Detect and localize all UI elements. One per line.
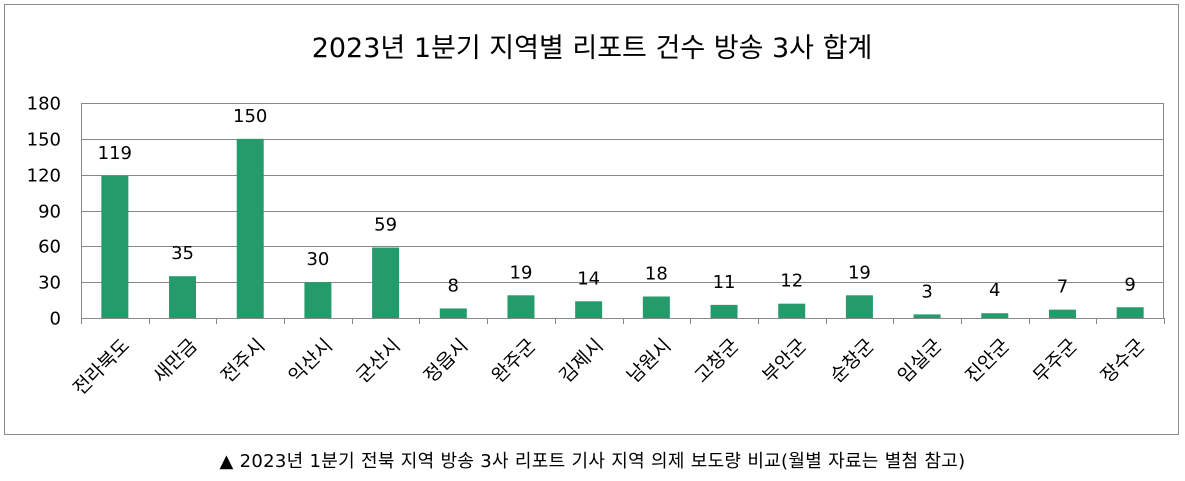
category-label: 군산시 xyxy=(352,335,405,388)
bars xyxy=(101,138,1144,318)
data-label: 150 xyxy=(233,106,267,127)
category-label: 고창군 xyxy=(691,335,744,388)
bar xyxy=(845,295,873,318)
y-tick-label: 120 xyxy=(27,166,61,187)
bar xyxy=(439,308,467,318)
y-tick-label: 150 xyxy=(27,130,61,151)
y-tick-label: 0 xyxy=(50,309,61,330)
data-label: 18 xyxy=(645,264,668,285)
bar-chart: 2023년 1분기 지역별 리포트 건수 방송 3사 합계 0306090120… xyxy=(27,33,1165,400)
category-label: 임실군 xyxy=(894,335,947,388)
category-label: 새만금 xyxy=(149,335,202,388)
bar xyxy=(304,282,332,318)
category-label: 정읍시 xyxy=(420,335,473,388)
data-label: 119 xyxy=(98,143,132,164)
category-label: 무주군 xyxy=(1029,335,1082,388)
y-tick-label: 60 xyxy=(38,237,61,258)
bar xyxy=(169,276,197,318)
data-label: 8 xyxy=(448,275,459,296)
category-label: 부안군 xyxy=(758,335,811,388)
figure-caption: ▲ 2023년 1분기 전북 지역 방송 3사 리포트 기사 지역 의제 보도량… xyxy=(219,451,966,472)
data-label: 11 xyxy=(713,272,736,293)
category-label: 남원시 xyxy=(623,335,676,388)
bar xyxy=(101,175,129,318)
y-tick-label: 30 xyxy=(38,273,61,294)
x-axis-ticks xyxy=(81,318,1165,324)
data-label: 14 xyxy=(577,268,600,289)
data-label: 4 xyxy=(989,280,1000,301)
bar xyxy=(507,295,535,318)
bar xyxy=(778,303,806,318)
category-label: 전라북도 xyxy=(69,335,134,400)
bar xyxy=(372,247,400,318)
bar xyxy=(575,301,603,318)
y-axis-ticks: 0 30 60 90 120 150 180 xyxy=(27,94,61,330)
category-label: 완주군 xyxy=(487,335,540,388)
y-tick-label: 180 xyxy=(27,94,61,115)
bar xyxy=(710,304,738,318)
bar xyxy=(1116,307,1144,318)
chart-frame xyxy=(4,4,1179,435)
data-label: 35 xyxy=(171,243,194,264)
category-label: 김제시 xyxy=(555,335,608,388)
category-labels: 전라북도 새만금 전주시 익산시 군산시 정읍시 완주군 김제시 남원시 고창군 부안군 순창군 임실군… xyxy=(69,335,1149,400)
data-label: 7 xyxy=(1057,277,1068,298)
bar xyxy=(1048,309,1076,318)
data-label: 3 xyxy=(921,281,932,302)
bar xyxy=(913,314,941,318)
data-label: 12 xyxy=(780,271,803,292)
category-label: 전주시 xyxy=(217,335,270,388)
data-label: 9 xyxy=(1124,274,1135,295)
category-label: 순창군 xyxy=(826,335,879,388)
data-label: 19 xyxy=(510,262,533,283)
category-label: 장수군 xyxy=(1097,335,1150,388)
bar xyxy=(642,296,670,318)
data-label: 59 xyxy=(374,215,397,236)
bar xyxy=(236,138,264,318)
data-labels: 119 35 150 30 59 8 19 14 18 11 12 19 3 4 7 9 xyxy=(98,106,1136,303)
data-label: 30 xyxy=(306,249,329,270)
category-label: 익산시 xyxy=(284,335,337,388)
chart-title: 2023년 1분기 지역별 리포트 건수 방송 3사 합계 xyxy=(312,33,873,64)
y-tick-label: 90 xyxy=(38,202,61,223)
bar xyxy=(981,313,1009,318)
category-label: 진안군 xyxy=(961,335,1014,388)
data-label: 19 xyxy=(848,262,871,283)
